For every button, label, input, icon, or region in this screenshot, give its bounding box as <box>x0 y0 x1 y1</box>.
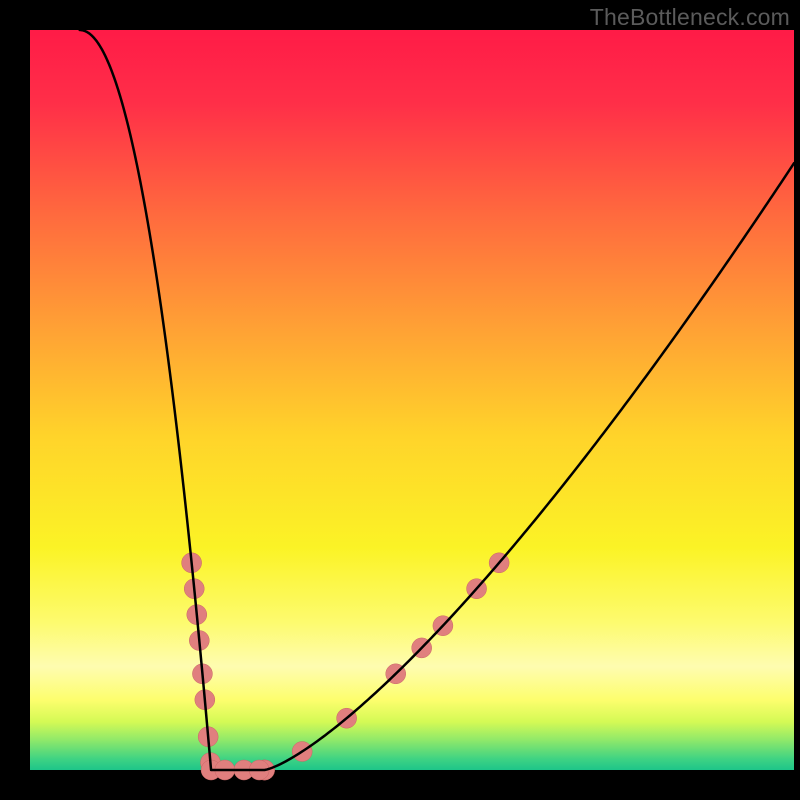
bottleneck-chart-svg <box>0 0 800 800</box>
watermark-text: TheBottleneck.com <box>590 4 790 31</box>
chart-canvas: TheBottleneck.com <box>0 0 800 800</box>
